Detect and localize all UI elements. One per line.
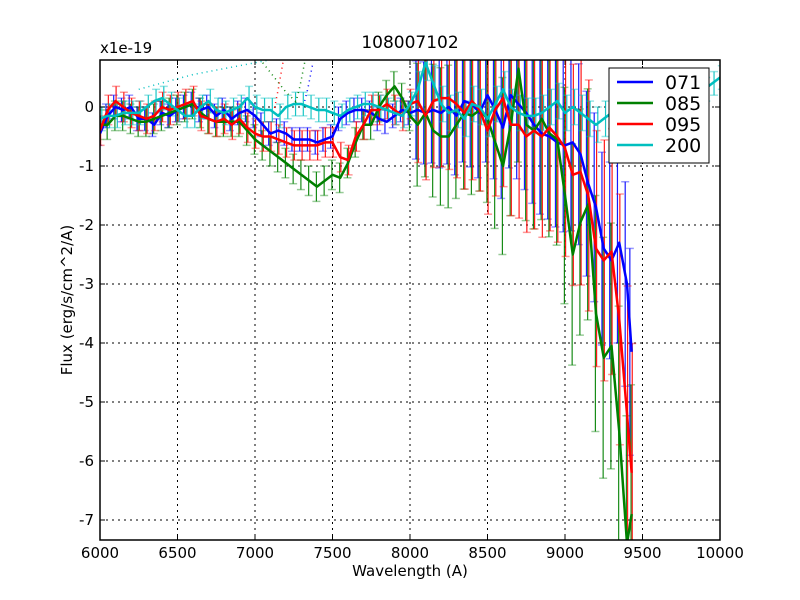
x-tick-label: 7000 — [236, 544, 274, 562]
y-tick-label: -2 — [79, 216, 94, 234]
legend-label: 095 — [665, 114, 701, 136]
y-tick-label: -5 — [79, 393, 94, 411]
x-axis-label: Wavelength (A) — [352, 562, 468, 580]
legend-label: 200 — [665, 135, 701, 157]
chart-title: 108007102 — [361, 33, 458, 53]
x-tick-label: 8500 — [468, 544, 506, 562]
x-tick-label: 8000 — [391, 544, 429, 562]
y-tick-label: -1 — [79, 157, 94, 175]
y-tick-label: -7 — [79, 511, 94, 529]
series-line-071 — [100, 93, 633, 352]
legend-label: 071 — [665, 72, 701, 94]
x-tick-label: 6500 — [158, 544, 196, 562]
y-tick-label: -3 — [79, 275, 94, 293]
y-tick-label: -6 — [79, 452, 94, 470]
x-tick-label: 10000 — [696, 544, 744, 562]
x-tick-label: 6000 — [81, 544, 119, 562]
y-tick-label: 0 — [84, 98, 94, 116]
x-tick-label: 9500 — [623, 544, 661, 562]
y-offset-label: x1e-19 — [100, 39, 152, 57]
legend-label: 085 — [665, 93, 701, 115]
y-tick-label: -4 — [79, 334, 94, 352]
axis-ticks: 6000 6500 7000 7500 8000 8500 9000 9500 10000 0 -1… — [79, 60, 744, 562]
series-line-085 — [100, 67, 633, 540]
y-axis-label: Flux (erg/s/cm^2/A) — [58, 225, 76, 376]
x-tick-label: 9000 — [546, 544, 584, 562]
x-tick-label: 7500 — [313, 544, 351, 562]
series-line-095 — [100, 96, 633, 473]
